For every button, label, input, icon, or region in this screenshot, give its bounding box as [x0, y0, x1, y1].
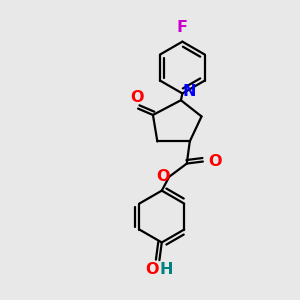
Text: F: F: [177, 20, 188, 35]
Text: O: O: [145, 262, 159, 277]
Text: O: O: [130, 90, 143, 105]
Text: O: O: [156, 169, 169, 184]
Text: N: N: [182, 84, 196, 99]
Text: O: O: [208, 154, 222, 169]
Text: H: H: [159, 262, 173, 277]
